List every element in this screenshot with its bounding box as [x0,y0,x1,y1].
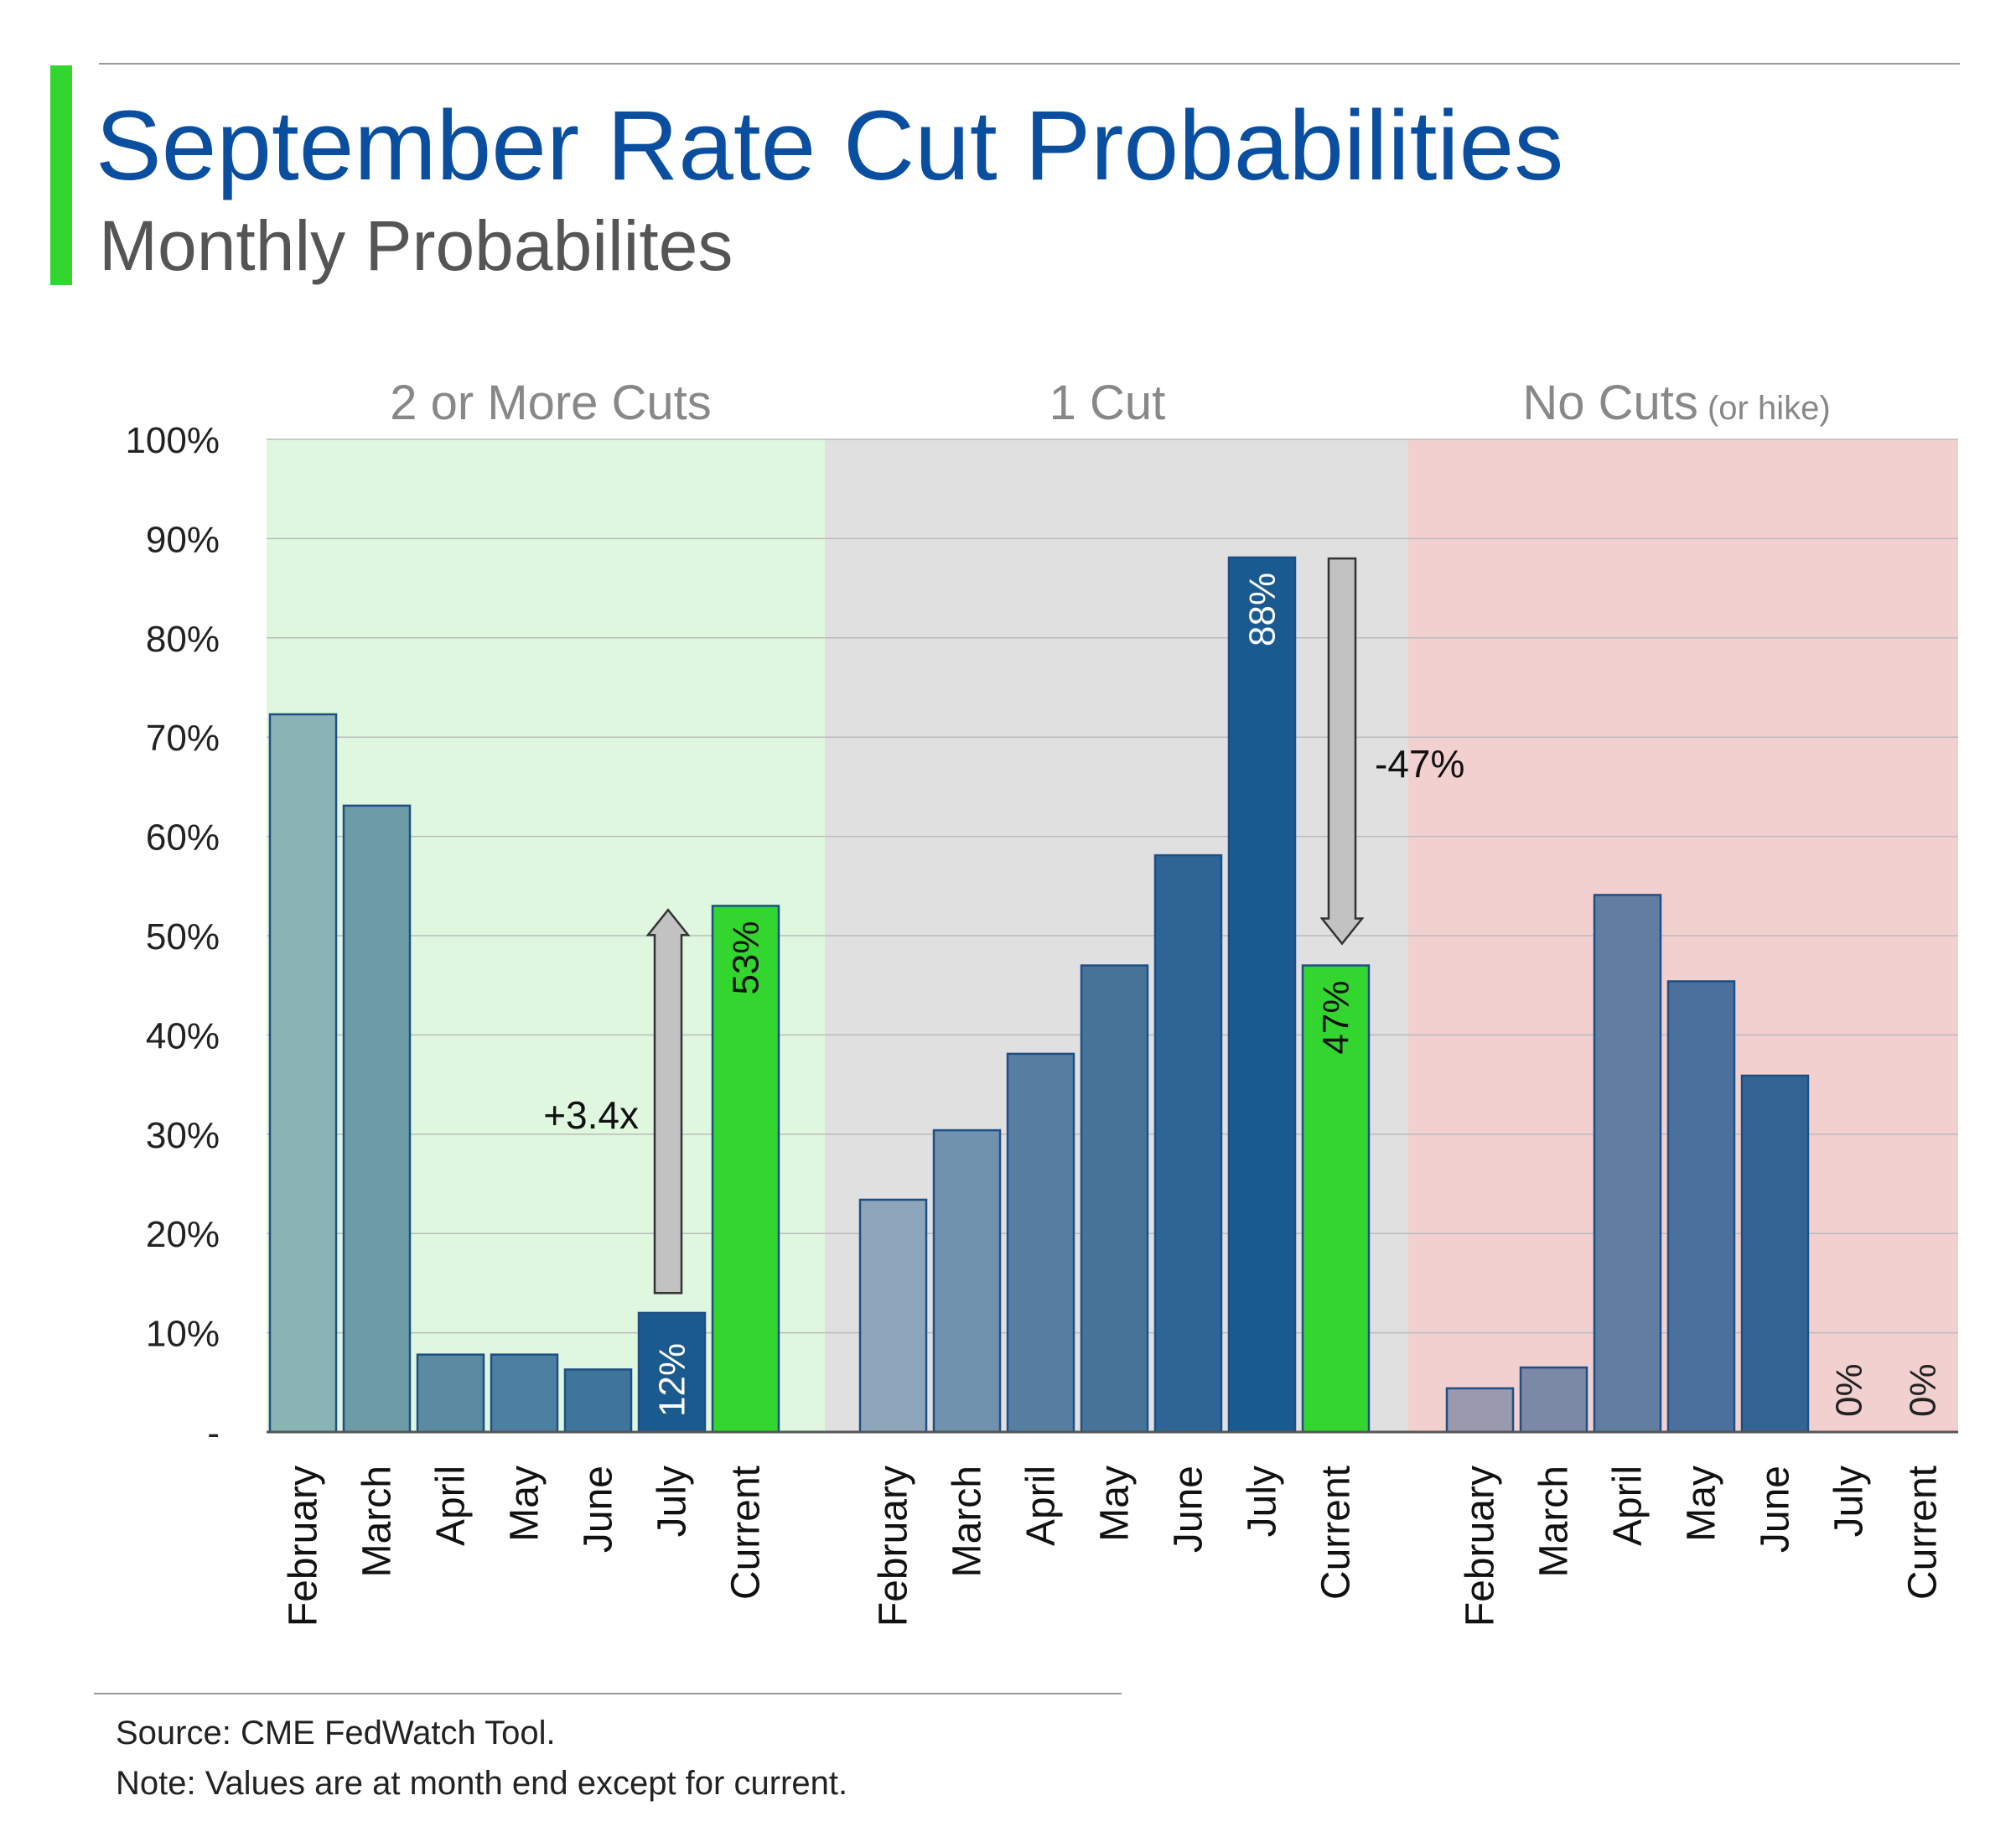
bar-0-may [490,1353,559,1434]
x-tick-label: April [429,1466,474,1546]
group-title-0: 2 or More Cuts [390,376,712,430]
y-tick-label: 40% [146,1015,220,1056]
y-axis: - 10% 20% 30% 40% 50% 60% 70% 80% 90% 100% [125,420,220,1454]
bar-2-february [1445,1387,1515,1434]
page-subtitle: Monthly Probabilites [99,206,733,285]
x-tick-label: June [1167,1466,1211,1553]
bar-data-label: 0% [1829,1363,1870,1417]
bars [268,556,1810,1434]
x-tick-label: June [577,1466,621,1553]
group-title-main: No Cuts [1522,376,1698,430]
y-tick-label: 100% [125,420,220,461]
x-tick-label: March [946,1466,990,1577]
bar-2-march [1519,1366,1588,1434]
y-tick-label: 10% [146,1314,220,1355]
y-tick-label: 70% [146,718,220,759]
x-tick-label: March [1532,1466,1577,1577]
x-tick-label: Current [1314,1466,1359,1600]
page-title: September Rate Cut Probabilities [96,91,1563,201]
group-title-1: 1 Cut [1049,376,1166,430]
x-tick-label: Current [724,1466,769,1600]
x-tick-label: May [1680,1466,1724,1542]
x-tick-label: July [1241,1466,1285,1537]
bar-1-june [1153,854,1223,1434]
annotation-label: +3.4x [543,1093,639,1137]
bar-0-june [563,1368,633,1434]
x-tick-label: April [1019,1466,1064,1546]
bar-1-march [932,1129,1002,1434]
x-tick-label: July [1827,1466,1872,1537]
y-tick-label: 20% [146,1214,220,1255]
y-tick-label: 50% [146,916,220,957]
x-tick-label: June [1754,1466,1798,1553]
bar-data-label: 53% [726,921,767,994]
bar-data-label: 0% [1903,1363,1944,1417]
group-titles: 2 or More Cuts 1 Cut No Cuts (or hike) [390,376,1830,430]
accent-bar [50,65,72,285]
bar-1-current [1301,964,1371,1434]
group-title-2: No Cuts (or hike) [1522,376,1830,430]
x-tick-label: February [282,1466,326,1627]
x-tick-label: Current [1901,1466,1946,1600]
x-tick-label: February [872,1466,916,1627]
annotation-arrow-up [645,908,691,1295]
bar-2-april [1593,894,1662,1434]
bar-1-april [1006,1052,1075,1434]
annotations: +3.4x -47% [543,557,1464,1295]
y-tick-label: 60% [146,817,220,859]
y-tick-label: - [207,1413,220,1454]
bar-0-april [416,1353,485,1434]
bar-1-july [1227,556,1297,1434]
bar-1-february [858,1198,928,1434]
values-note: Note: Values are at month end except for… [116,1765,847,1802]
source-note: Source: CME FedWatch Tool. [116,1715,556,1751]
bar-data-label: 47% [1316,981,1357,1055]
x-tick-label: February [1459,1466,1503,1627]
bar-0-march [342,804,412,1434]
bar-labels: 12% 53% 88% 47% 0% 0% [652,573,1944,1417]
y-tick-label: 90% [146,519,220,560]
group-title-main: 2 or More Cuts [390,376,712,430]
x-tick-label: May [503,1466,547,1542]
bar-data-label: 12% [652,1343,693,1417]
bar-data-label: 88% [1242,573,1283,646]
x-tick-label: July [650,1466,695,1537]
y-tick-label: 30% [146,1115,220,1156]
x-tick-label: May [1093,1466,1138,1542]
annotation-label: -47% [1375,742,1464,786]
bar-1-may [1080,964,1149,1434]
y-tick-label: 80% [146,619,220,660]
group-title-suffix: (or hike) [1698,390,1831,427]
x-tick-label: April [1606,1466,1651,1546]
bar-0-current [711,905,780,1434]
x-axis: February March April May June July Current Febr… [267,1430,1958,1627]
bar-2-may [1666,980,1736,1434]
x-tick-label: March [355,1466,400,1577]
bar-0-february [268,713,338,1434]
annotation-arrow-down [1319,557,1365,946]
bar-2-june [1740,1074,1810,1434]
group-title-main: 1 Cut [1049,376,1166,430]
